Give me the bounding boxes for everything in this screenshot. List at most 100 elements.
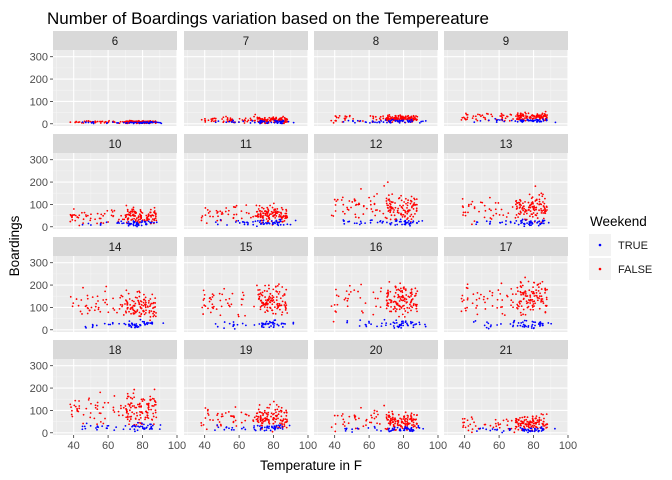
data-point-weekend-false [283, 411, 286, 414]
data-point-weekend-true [395, 319, 398, 322]
data-point-weekend-false [265, 412, 268, 415]
data-point-weekend-true [106, 427, 109, 430]
data-point-weekend-false [545, 423, 548, 426]
data-point-weekend-false [354, 199, 357, 202]
data-point-weekend-true [509, 428, 511, 430]
data-point-weekend-false [225, 298, 227, 301]
data-point-weekend-false [138, 418, 141, 421]
data-point-weekend-true [409, 121, 412, 123]
data-point-weekend-false [402, 422, 405, 425]
data-point-weekend-false [394, 286, 397, 289]
data-point-weekend-false [344, 119, 346, 121]
data-point-weekend-false [149, 303, 152, 306]
data-point-weekend-true [275, 219, 278, 222]
data-point-weekend-false [546, 209, 548, 211]
data-point-weekend-false [415, 305, 418, 307]
data-point-weekend-false [506, 424, 509, 427]
data-point-weekend-true [233, 428, 235, 431]
data-point-weekend-false [353, 289, 356, 292]
data-point-weekend-false [354, 213, 357, 216]
x-tick-label: 40 [459, 440, 471, 452]
data-point-weekend-false [406, 417, 409, 419]
data-point-weekend-false [131, 405, 134, 407]
data-point-weekend-false [376, 192, 378, 195]
facet-label: 9 [503, 36, 509, 48]
data-point-weekend-false [416, 303, 418, 306]
data-point-weekend-false [461, 294, 464, 297]
facet-label: 13 [500, 139, 513, 151]
data-point-weekend-false [411, 306, 414, 309]
data-point-weekend-false [152, 315, 155, 318]
data-point-weekend-true [345, 427, 348, 430]
data-point-weekend-false [86, 214, 89, 217]
data-point-weekend-true [294, 219, 297, 222]
data-point-weekend-true [547, 322, 550, 324]
data-point-weekend-true [342, 219, 345, 221]
data-point-weekend-false [398, 289, 401, 292]
data-point-weekend-false [348, 293, 350, 296]
data-point-weekend-false [133, 396, 136, 399]
data-point-weekend-false [390, 117, 393, 120]
data-point-weekend-true [150, 425, 153, 428]
data-point-weekend-false [387, 118, 390, 121]
data-point-weekend-true [151, 424, 154, 427]
data-point-weekend-true [534, 324, 536, 327]
data-point-weekend-false [200, 118, 203, 121]
data-point-weekend-false [370, 208, 373, 210]
data-point-weekend-true [483, 324, 486, 327]
data-point-weekend-true [408, 222, 411, 225]
data-point-weekend-false [285, 288, 288, 291]
data-point-weekend-false [392, 425, 395, 428]
data-point-weekend-false [286, 312, 289, 314]
facet-label: 10 [109, 139, 122, 151]
data-point-weekend-false [389, 421, 392, 424]
data-point-weekend-false [265, 299, 267, 302]
data-point-weekend-true [154, 121, 157, 124]
data-point-weekend-false [412, 302, 415, 305]
data-point-weekend-false [416, 414, 418, 416]
y-tick-label: 200 [30, 383, 48, 395]
data-point-weekend-true [524, 428, 527, 431]
data-point-weekend-false [258, 295, 261, 298]
data-point-weekend-true [359, 120, 362, 122]
data-point-weekend-true [395, 322, 398, 324]
data-point-weekend-true [139, 121, 141, 124]
data-point-weekend-false [532, 208, 535, 211]
data-point-weekend-false [330, 214, 333, 217]
data-point-weekend-false [127, 403, 130, 405]
data-point-weekend-false [137, 216, 140, 219]
data-point-weekend-true [274, 425, 276, 428]
data-point-weekend-true [143, 428, 146, 431]
data-point-weekend-false [536, 296, 539, 299]
data-point-weekend-false [535, 208, 537, 211]
x-tick-label: 80 [527, 440, 539, 452]
data-point-weekend-false [410, 298, 413, 301]
data-point-weekend-false [541, 195, 544, 198]
data-point-weekend-false [391, 416, 394, 419]
data-point-weekend-false [400, 420, 403, 422]
data-point-weekend-false [534, 302, 537, 305]
data-point-weekend-false [129, 303, 132, 306]
panel-background [184, 359, 308, 435]
data-point-weekend-false [138, 221, 140, 224]
data-point-weekend-true [396, 325, 399, 328]
data-point-weekend-false [85, 214, 87, 216]
data-point-weekend-false [385, 307, 388, 310]
data-point-weekend-false [267, 411, 270, 414]
data-point-weekend-false [396, 209, 399, 212]
data-point-weekend-true [512, 324, 515, 327]
data-point-weekend-false [219, 299, 222, 302]
data-point-weekend-false [212, 305, 215, 308]
data-point-weekend-true [216, 223, 219, 226]
data-point-weekend-false [347, 297, 349, 300]
data-point-weekend-false [138, 291, 141, 294]
data-point-weekend-false [396, 118, 399, 121]
data-point-weekend-true [389, 121, 392, 124]
data-point-weekend-true [223, 428, 226, 431]
data-point-weekend-false [203, 293, 206, 296]
data-point-weekend-false [466, 298, 469, 301]
data-point-weekend-true [267, 427, 270, 429]
data-point-weekend-false [352, 117, 355, 120]
data-point-weekend-false [129, 215, 132, 217]
data-point-weekend-false [545, 305, 548, 308]
